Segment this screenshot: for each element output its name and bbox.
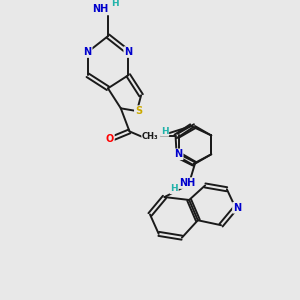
Text: NH: NH <box>93 4 109 14</box>
Text: N: N <box>233 203 241 213</box>
Text: N: N <box>84 47 92 57</box>
Text: CH₃: CH₃ <box>142 132 159 141</box>
Text: H: H <box>111 0 119 8</box>
Text: O: O <box>106 134 114 144</box>
Text: N: N <box>124 47 132 57</box>
Text: NH: NH <box>179 178 195 188</box>
Text: NH: NH <box>143 133 160 143</box>
Text: H: H <box>161 127 168 136</box>
Text: N: N <box>175 149 183 159</box>
Text: S: S <box>135 106 142 116</box>
Text: H: H <box>170 184 178 194</box>
